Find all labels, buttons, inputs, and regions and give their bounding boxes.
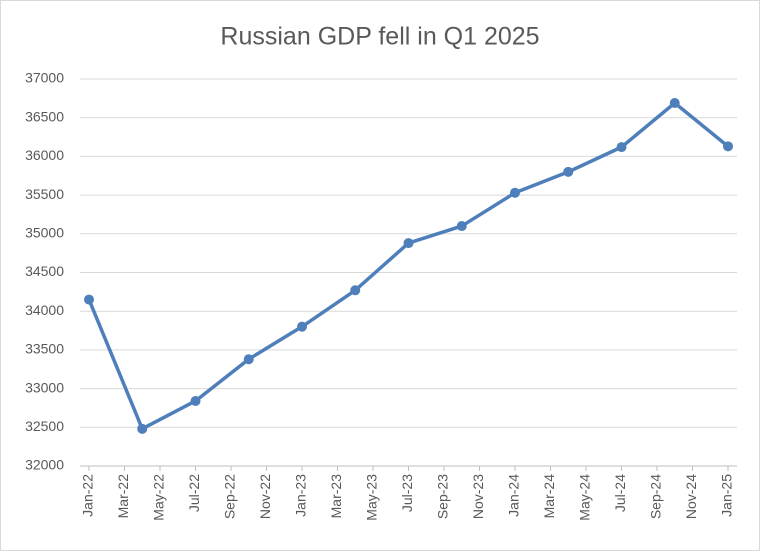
data-point [297, 321, 307, 332]
x-tick-label: Jul-22 [186, 474, 202, 512]
data-point [616, 142, 627, 153]
x-tick-label: Jul-23 [399, 474, 415, 512]
x-tick-label: Jan-23 [293, 474, 309, 517]
x-tick-label: May-23 [364, 474, 380, 521]
x-tick-label: Jan-25 [719, 474, 735, 517]
data-point [723, 141, 733, 152]
x-tick-label: Nov-24 [683, 474, 699, 519]
x-tick-label: Mar-22 [115, 474, 131, 519]
data-point [403, 238, 414, 249]
x-tick-label: Jul-24 [612, 474, 628, 512]
y-tick-label: 33000 [25, 379, 64, 395]
x-tick-label: Nov-23 [470, 474, 486, 519]
x-tick-label: Mar-24 [541, 474, 557, 519]
x-tick-label: Sep-23 [435, 474, 451, 519]
data-point [137, 423, 148, 434]
y-tick-label: 37000 [25, 70, 64, 86]
y-tick-label: 35500 [25, 186, 64, 202]
data-point [669, 97, 680, 108]
data-point [243, 354, 254, 365]
y-tick-label: 36000 [25, 147, 64, 163]
chart-title: Russian GDP fell in Q1 2025 [220, 23, 539, 51]
data-point [190, 395, 201, 406]
y-tick-label: 34500 [25, 263, 64, 279]
x-tick-label: May-24 [577, 474, 593, 521]
data-point [84, 294, 94, 305]
data-point [456, 221, 467, 232]
x-tick-label: Jan-24 [506, 474, 522, 517]
data-point [563, 166, 574, 177]
y-tick-label: 36500 [25, 108, 64, 124]
x-tick-label: Sep-24 [648, 474, 664, 519]
y-tick-label: 33500 [25, 341, 64, 357]
y-tick-label: 32500 [25, 418, 64, 434]
y-tick-label: 32000 [25, 457, 64, 473]
y-tick-label: 35000 [25, 225, 64, 241]
y-tick-label: 34000 [25, 302, 64, 318]
data-point [510, 187, 520, 198]
x-tick-label: Mar-23 [328, 474, 344, 519]
x-tick-label: Jan-22 [80, 474, 96, 517]
x-tick-label: Sep-22 [222, 474, 238, 519]
x-tick-label: Nov-22 [257, 474, 273, 519]
x-tick-label: May-22 [151, 474, 167, 521]
data-point [350, 285, 361, 296]
